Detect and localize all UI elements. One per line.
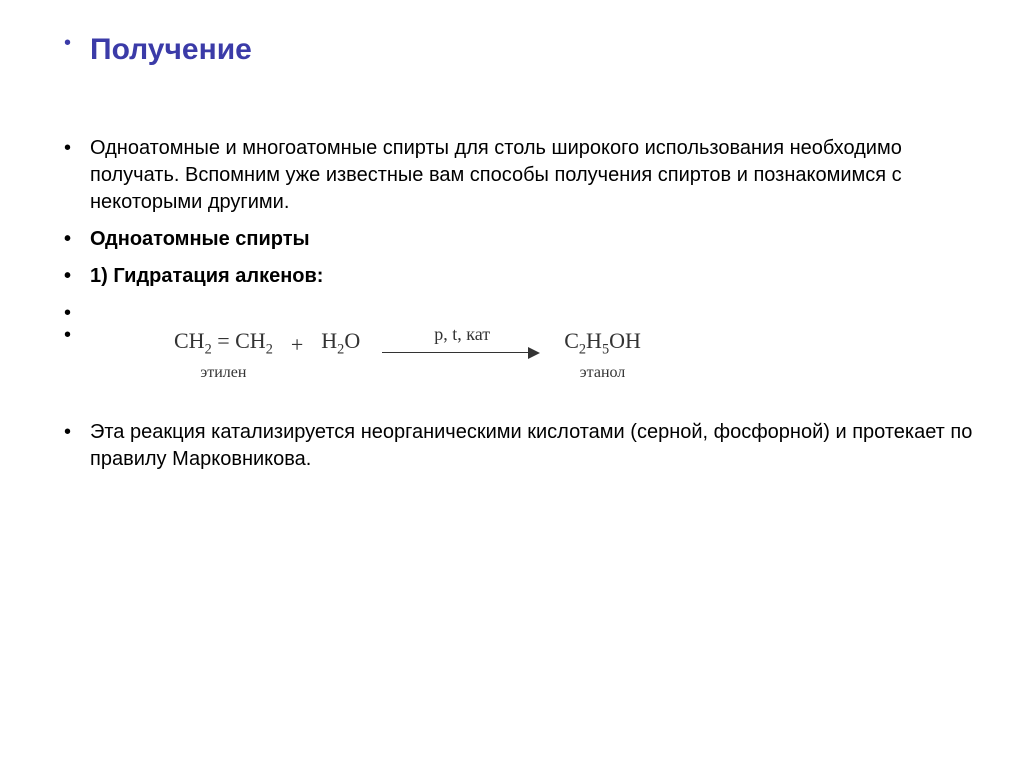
reaction-arrow-block: p, t, кат [382, 322, 542, 384]
ethanol-formula: C2H5OH [560, 326, 645, 360]
slide: Получение Одноатомные и многоатомные спи… [50, 30, 974, 738]
slide-title: Получение [90, 30, 974, 71]
product-ethanol: C2H5OH этанол [560, 326, 645, 383]
reactant-water: H2O [317, 326, 364, 383]
plus-sign: + [287, 330, 307, 383]
title-bullet: Получение [50, 30, 974, 71]
method-1-heading: 1) Гидратация алкенов: [50, 263, 974, 290]
ethylene-label: этилен [200, 362, 246, 384]
spacer-bullet-1 [50, 300, 974, 312]
bullet-list: Получение [50, 30, 974, 71]
content-list: Одноатомные и многоатомные спирты для ст… [50, 135, 974, 474]
intro-paragraph: Одноатомные и многоатомные спирты для ст… [50, 135, 974, 216]
water-formula: H2O [317, 326, 364, 360]
reaction-equation: CH2 = CH2 этилен + H2O p, t, кат [170, 322, 974, 384]
equation-block: CH2 = CH2 этилен + H2O p, t, кат [90, 322, 974, 384]
reaction-arrow-icon [382, 346, 542, 360]
ethanol-label: этанол [580, 362, 626, 384]
ethylene-formula: CH2 = CH2 [170, 326, 277, 360]
subheading-monohydric: Одноатомные спирты [50, 226, 974, 253]
equation-bullet: CH2 = CH2 этилен + H2O p, t, кат [50, 322, 974, 384]
note-paragraph: Эта реакция катализируется неорганически… [50, 419, 974, 473]
reactant-ethylene: CH2 = CH2 этилен [170, 326, 277, 383]
reaction-conditions: p, t, кат [434, 322, 490, 346]
